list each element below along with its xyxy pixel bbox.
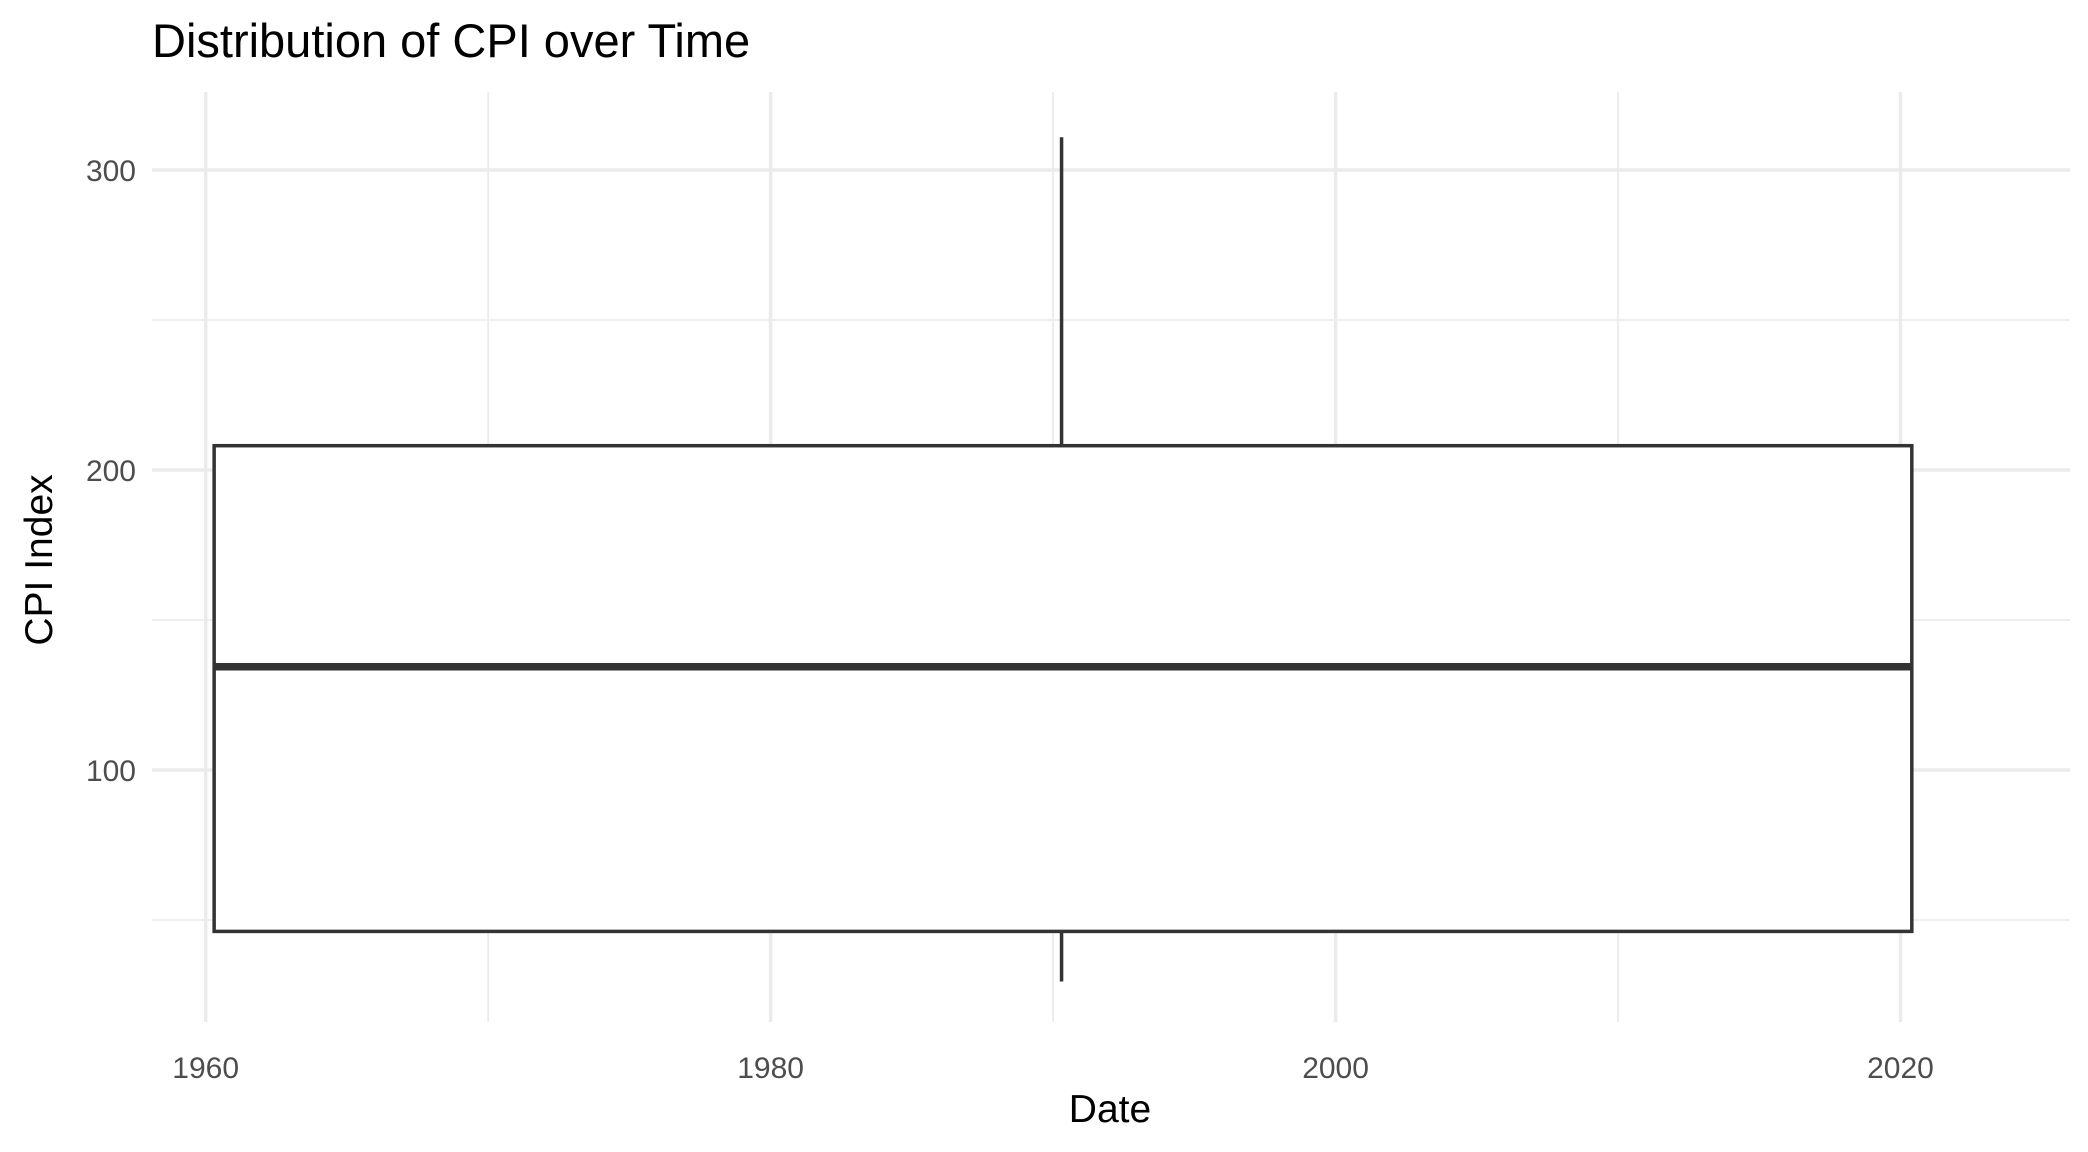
y-tick-label: 100 <box>86 755 136 788</box>
x-axis-title: Date <box>1069 1088 1151 1131</box>
y-tick-label: 300 <box>86 155 136 188</box>
boxplot-marks <box>212 137 1914 982</box>
iqr-box <box>212 443 1914 934</box>
tick-labels: 1960 1980 2000 2020 100 200 300 <box>86 155 1934 1085</box>
y-axis-title: CPI Index <box>18 474 61 646</box>
x-tick-label: 1960 <box>172 1052 239 1085</box>
chart-title: Distribution of CPI over Time <box>152 14 750 67</box>
y-tick-label: 200 <box>86 455 136 488</box>
x-tick-label: 2000 <box>1302 1052 1369 1085</box>
x-tick-label: 2020 <box>1867 1052 1934 1085</box>
x-tick-label: 1980 <box>737 1052 804 1085</box>
